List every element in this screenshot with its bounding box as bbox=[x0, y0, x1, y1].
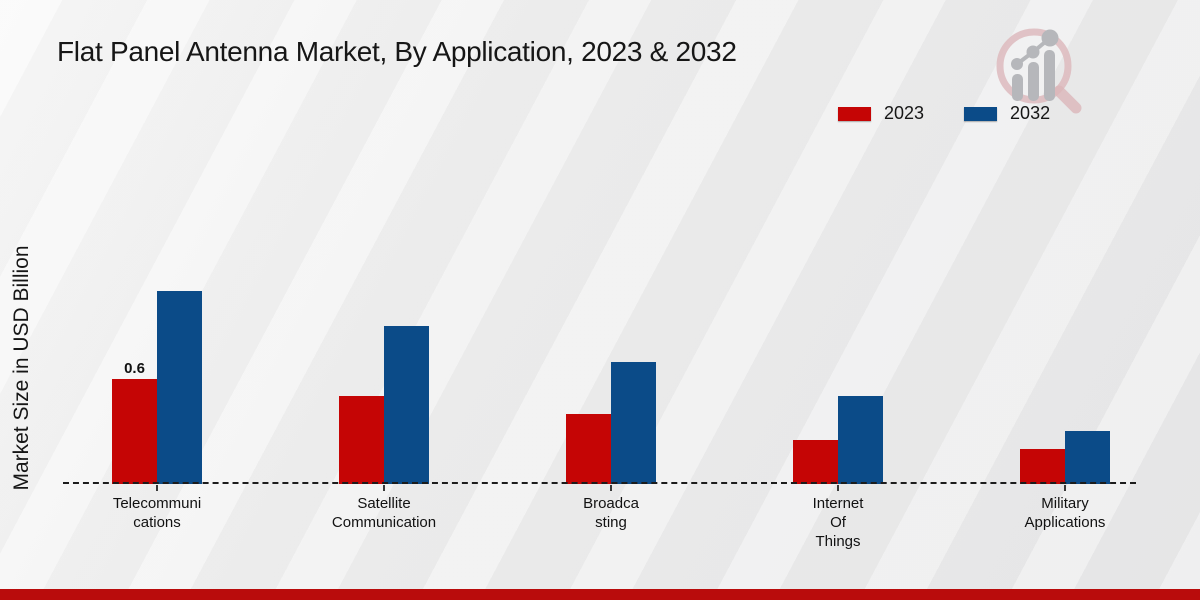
chart-title: Flat Panel Antenna Market, By Applicatio… bbox=[57, 36, 737, 67]
y-axis-title: Market Size in USD Billion bbox=[10, 245, 33, 491]
plot-area: 0.6 bbox=[65, 268, 1136, 484]
bar-2032-telecommunications bbox=[157, 291, 202, 484]
x-tick bbox=[837, 485, 839, 491]
bar-2023-broadcasting bbox=[566, 414, 611, 484]
legend-item-2023: 2023 bbox=[838, 103, 924, 124]
legend-item-2032: 2032 bbox=[964, 103, 1050, 124]
bar-2023-military-applications bbox=[1020, 449, 1065, 484]
x-tick bbox=[156, 485, 158, 491]
bar-2023-telecommunications bbox=[112, 379, 157, 484]
footer-accent-bar bbox=[0, 589, 1200, 600]
x-tick bbox=[383, 485, 385, 491]
x-axis: Telecommuni cations Satellite Communication… bbox=[65, 484, 1136, 574]
legend-swatch-2023 bbox=[838, 106, 871, 121]
legend-label-2032: 2032 bbox=[1010, 103, 1051, 123]
bar-2032-internet-of-things bbox=[838, 396, 883, 484]
x-tick bbox=[1064, 485, 1066, 491]
legend-swatch-2032 bbox=[964, 106, 998, 121]
category-label-broadcasting: Broadca sting bbox=[583, 495, 639, 531]
category-label-telecommunications: Telecommuni cations bbox=[112, 495, 202, 531]
legend-label-2023: 2023 bbox=[884, 103, 925, 123]
category-label-military-applications: Military Applications bbox=[1024, 495, 1106, 531]
category-label-internet-of-things: Internet Of Things bbox=[812, 495, 864, 550]
legend: 2023 2032 bbox=[838, 103, 1050, 124]
magnifier-bar-chart-logo bbox=[996, 28, 1082, 114]
x-axis-baseline bbox=[63, 482, 1136, 484]
bar-value-label: 0.6 bbox=[124, 360, 145, 377]
category-label-satellite-communication: Satellite Communication bbox=[331, 495, 437, 531]
bar-2032-satellite-communication bbox=[384, 326, 429, 484]
x-tick bbox=[610, 485, 612, 491]
bar-2023-satellite-communication bbox=[339, 396, 384, 484]
bar-2032-broadcasting bbox=[611, 362, 656, 484]
bar-2023-internet-of-things bbox=[793, 440, 838, 484]
bar-2032-military-applications bbox=[1065, 431, 1110, 484]
